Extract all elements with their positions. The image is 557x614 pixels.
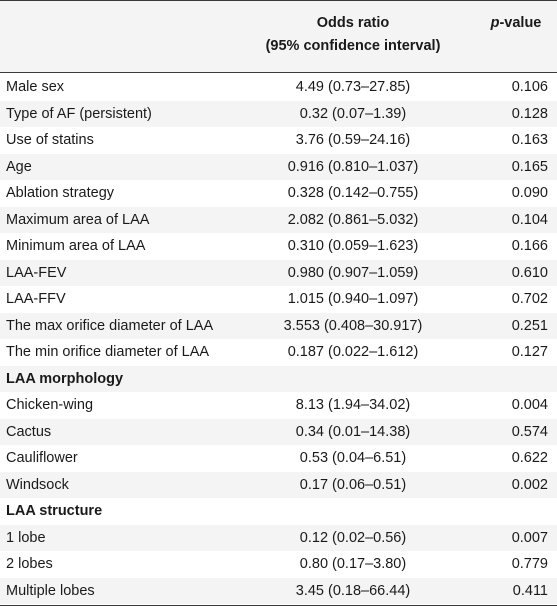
odds-ratio-cell: 3.553 (0.408–30.917) xyxy=(283,317,423,334)
pvalue-cell: 0.104 xyxy=(511,211,548,228)
odds-ratio-cell: 2.082 (0.861–5.032) xyxy=(287,211,419,228)
variable-label: Multiple lobes xyxy=(6,582,95,599)
table-row: Male sex 4.49 (0.73–27.85) 0.106 xyxy=(0,74,557,101)
bottom-rule xyxy=(0,605,557,606)
odds-ratio-cell: 0.34 (0.01–14.38) xyxy=(295,423,411,440)
table-row: Multiple lobes 3.45 (0.18–66.44) 0.411 xyxy=(0,577,557,604)
table-row: 2 lobes 0.80 (0.17–3.80) 0.779 xyxy=(0,551,557,578)
variable-label: Minimum area of LAA xyxy=(6,238,146,254)
table-row: Cauliflower 0.53 (0.04–6.51) 0.622 xyxy=(0,445,557,472)
odds-ratio-cell: 0.328 (0.142–0.755) xyxy=(287,185,419,201)
pvalue-cell: 0.127 xyxy=(511,344,548,360)
variable-label: LAA-FEV xyxy=(6,264,67,281)
table-row: Minimum area of LAA 0.310 (0.059–1.623) 0.… xyxy=(0,233,557,260)
section-row: LAA morphology xyxy=(0,365,557,392)
table-row: Windsock 0.17 (0.06–0.51) 0.002 xyxy=(0,471,557,498)
table-row: Use of statins 3.76 (0.59–24.16) 0.163 xyxy=(0,127,557,154)
pvalue-cell: 0.411 xyxy=(512,582,548,599)
pvalue-cell: 0.165 xyxy=(511,158,548,175)
odds-ratio-cell: 0.80 (0.17–3.80) xyxy=(299,556,407,572)
pvalue-cell: 0.090 xyxy=(511,185,548,201)
odds-ratio-cell: 0.12 (0.02–0.56) xyxy=(299,529,407,546)
pvalue-cell: 0.779 xyxy=(511,556,548,572)
odds-ratio-cell: 0.17 (0.06–0.51) xyxy=(299,476,407,493)
odds-ratio-header: Odds ratio (95% confidence interval) xyxy=(242,12,464,58)
pvalue-cell: 0.702 xyxy=(511,291,548,307)
variable-label: 1 lobe xyxy=(6,529,46,546)
odds-ratio-cell: 0.32 (0.07–1.39) xyxy=(299,105,407,122)
top-rule xyxy=(0,0,557,1)
table-row: LAA-FFV 1.015 (0.940–1.097) 0.702 xyxy=(0,286,557,313)
variable-label: Type of AF (persistent) xyxy=(6,105,152,122)
odds-ratio-cell: 4.49 (0.73–27.85) xyxy=(295,79,411,95)
table-row: Chicken-wing 8.13 (1.94–34.02) 0.004 xyxy=(0,392,557,419)
table-row: Ablation strategy 0.328 (0.142–0.755) 0.09… xyxy=(0,180,557,207)
odds-ratio-cell: 0.53 (0.04–6.51) xyxy=(299,450,407,466)
pvalue-cell: 0.610 xyxy=(511,264,548,281)
variable-label: Cactus xyxy=(6,423,52,440)
variable-label: Age xyxy=(6,158,32,175)
variable-label: 2 lobes xyxy=(6,556,53,572)
table-row: Age 0.916 (0.810–1.037) 0.165 xyxy=(0,153,557,180)
table-row: Type of AF (persistent) 0.32 (0.07–1.39) 0… xyxy=(0,100,557,127)
table-row: LAA-FEV 0.980 (0.907–1.059) 0.610 xyxy=(0,259,557,286)
table-body: Male sex 4.49 (0.73–27.85) 0.106 Type of AF… xyxy=(0,74,557,604)
pvalue-cell: 0.002 xyxy=(511,476,548,493)
variable-label: LAA-FFV xyxy=(6,291,66,307)
odds-ratio-header-line2: (95% confidence interval) xyxy=(265,38,441,54)
pvalue-cell: 0.163 xyxy=(511,132,548,148)
pvalue-cell: 0.574 xyxy=(511,423,548,440)
odds-ratio-cell: 0.310 (0.059–1.623) xyxy=(287,238,419,254)
variable-label: The max orifice diameter of LAA xyxy=(6,317,214,334)
variable-label: Use of statins xyxy=(6,132,94,148)
pvalue-cell: 0.128 xyxy=(511,105,548,122)
odds-ratio-cell: 3.45 (0.18–66.44) xyxy=(295,582,411,599)
odds-ratio-cell: 0.916 (0.810–1.037) xyxy=(287,158,419,175)
table-header: Odds ratio (95% confidence interval) p-v… xyxy=(0,0,557,72)
table-row: 1 lobe 0.12 (0.02–0.56) 0.007 xyxy=(0,524,557,551)
table-row: Maximum area of LAA 2.082 (0.861–5.032) 0.… xyxy=(0,206,557,233)
section-row: LAA structure xyxy=(0,498,557,525)
variable-label: Ablation strategy xyxy=(6,185,115,201)
variable-label: Maximum area of LAA xyxy=(6,211,150,228)
variable-label: The min orifice diameter of LAA xyxy=(6,344,210,360)
variable-label: Chicken-wing xyxy=(6,397,94,413)
odds-ratio-cell: 3.76 (0.59–24.16) xyxy=(295,132,411,148)
pvalue-cell: 0.106 xyxy=(511,79,548,95)
variable-label: Male sex xyxy=(6,79,65,95)
odds-ratio-cell: 8.13 (1.94–34.02) xyxy=(295,397,411,413)
section-label: LAA structure xyxy=(6,503,103,519)
pvalue-header-italic: p xyxy=(490,15,500,31)
pvalue-cell: 0.166 xyxy=(511,238,548,254)
table-row: Cactus 0.34 (0.01–14.38) 0.574 xyxy=(0,418,557,445)
pvalue-header-rest: -value xyxy=(499,15,542,31)
variable-label: Windsock xyxy=(6,476,69,493)
table-row: The min orifice diameter of LAA 0.187 (0.… xyxy=(0,339,557,366)
pvalue-header: p-value xyxy=(478,12,554,35)
odds-ratio-cell: 0.187 (0.022–1.612) xyxy=(287,344,419,360)
table-row: The max orifice diameter of LAA 3.553 (0.… xyxy=(0,312,557,339)
odds-ratio-cell: 1.015 (0.940–1.097) xyxy=(287,291,419,307)
odds-ratio-header-line1: Odds ratio xyxy=(316,15,390,31)
pvalue-cell: 0.004 xyxy=(511,397,548,413)
odds-ratio-cell: 0.980 (0.907–1.059) xyxy=(287,264,419,281)
pvalue-cell: 0.622 xyxy=(511,450,548,466)
section-label: LAA morphology xyxy=(6,370,124,387)
pvalue-cell: 0.251 xyxy=(511,317,548,334)
variable-label: Cauliflower xyxy=(6,450,78,466)
header-rule xyxy=(0,72,557,73)
pvalue-cell: 0.007 xyxy=(511,529,548,546)
